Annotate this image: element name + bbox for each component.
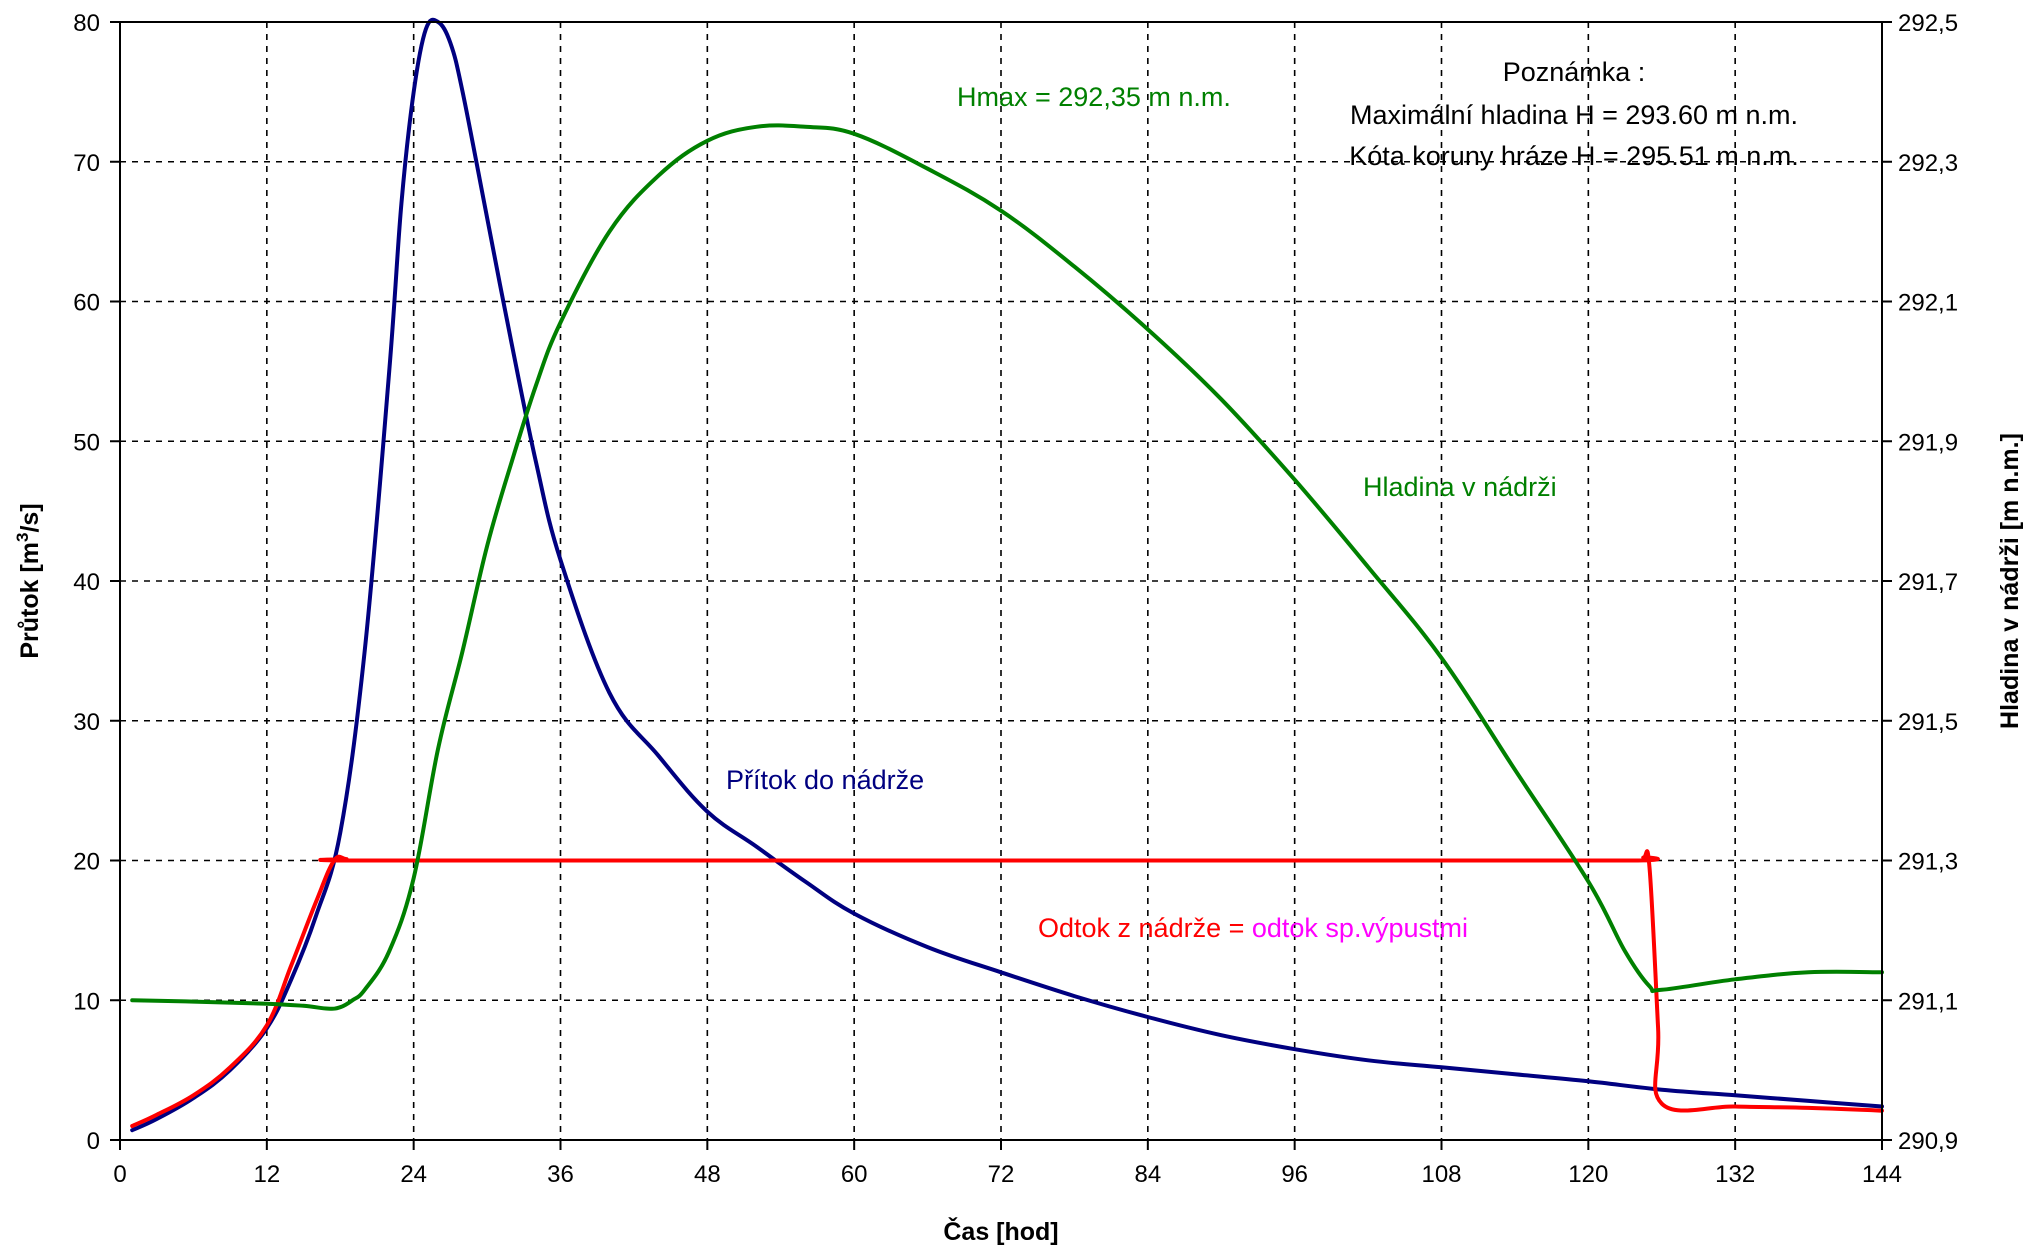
- x-tick-label: 72: [988, 1161, 1015, 1188]
- y2-tick-label: 292,3: [1898, 150, 1958, 177]
- x-tick-label: 120: [1568, 1161, 1608, 1188]
- inflow-series-line: [130, 17, 1884, 1133]
- y2-tick-label: 291,9: [1898, 429, 1958, 456]
- hmax-annotation: Hmax = 292,35 m n.m.: [957, 82, 1231, 112]
- y2-tick-label: 291,7: [1898, 569, 1958, 596]
- note-line-1: Maximální hladina H = 293.60 m n.m.: [1350, 100, 1798, 130]
- y-tick-label: 30: [73, 709, 100, 736]
- y2-tick-label: 292,1: [1898, 290, 1958, 317]
- x-tick-label: 144: [1862, 1161, 1902, 1188]
- y-tick-label: 80: [73, 10, 100, 37]
- note-line-2: Kóta koruny hráze H = 295.51 m n.m.: [1349, 141, 1798, 171]
- x-tick-label: 48: [694, 1161, 721, 1188]
- y-axis-title: Průtok [m3/s]: [13, 503, 44, 658]
- water-level-series-line: [130, 123, 1884, 1011]
- y-tick-label: 50: [73, 429, 100, 456]
- y-tick-label: 70: [73, 150, 100, 177]
- x-tick-label: 96: [1281, 1161, 1308, 1188]
- y2-tick-label: 291,5: [1898, 709, 1958, 736]
- series-layer: [130, 17, 1884, 1133]
- y-tick-label: 60: [73, 290, 100, 317]
- y-tick-label: 0: [87, 1128, 100, 1155]
- odtok-series-label: Odtok z nádrže = odtok sp.výpustmi: [1038, 913, 1468, 943]
- y2-tick-label: 290,9: [1898, 1128, 1958, 1155]
- y2-tick-label: 291,3: [1898, 849, 1958, 876]
- y2-tick-label: 292,5: [1898, 10, 1958, 37]
- y2-axis-title: Hladina v nádrži [m n.m.]: [1996, 433, 2024, 729]
- x-axis-title: Čas [hod]: [943, 1216, 1058, 1246]
- x-tick-label: 108: [1421, 1161, 1461, 1188]
- x-tick-label: 0: [113, 1161, 126, 1188]
- outflow-series-line: [130, 849, 1884, 1128]
- pritok-series-label: Přítok do nádrže: [726, 765, 924, 795]
- x-tick-label: 36: [547, 1161, 574, 1188]
- tick-layer: 0 12 24 36 48 60 72 84 96 108 120 132 144 0 10 20 30 40 50…: [73, 10, 1958, 1188]
- hladina-series-label: Hladina v nádrži: [1363, 472, 1557, 502]
- note-title: Poznámka :: [1503, 57, 1646, 87]
- x-tick-label: 132: [1715, 1161, 1755, 1188]
- x-tick-label: 60: [841, 1161, 868, 1188]
- y2-tick-label: 291,1: [1898, 988, 1958, 1015]
- y-tick-label: 20: [73, 849, 100, 876]
- y-tick-label: 10: [73, 988, 100, 1015]
- x-tick-label: 12: [253, 1161, 280, 1188]
- x-tick-label: 84: [1134, 1161, 1161, 1188]
- y-tick-label: 40: [73, 569, 100, 596]
- x-tick-label: 24: [400, 1161, 427, 1188]
